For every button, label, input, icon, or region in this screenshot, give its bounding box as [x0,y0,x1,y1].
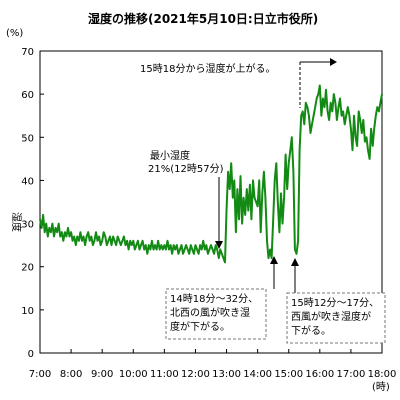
rise-arrow-head [330,58,337,66]
box1-arrow-head [270,256,278,264]
x-tick-label: 10:00 [119,369,148,380]
x-tick-label: 8:00 [60,369,82,380]
x-tick-label: 14:00 [243,369,272,380]
x-tick-label: 12:00 [181,369,210,380]
x-tick-label: 17:00 [336,369,365,380]
y-tick-label: 70 [21,47,34,58]
min-arrow-head [215,241,223,249]
box2-arrow-head [291,258,299,266]
rise-annotation: 15時18分から湿度が上がる。 [140,62,275,75]
box2-line1: 15時12分～17分、 [291,297,379,309]
x-tick-label: 18:00 [368,369,397,380]
min-annotation-line2: 21%(12時57分) [148,163,224,175]
annotation-box-2 [286,292,386,344]
plot-frame [39,50,383,354]
x-tick-label: 13:00 [212,369,241,380]
x-tick-label: 7:00 [29,369,51,380]
y-ticks: 0 10 20 30 40 50 60 70 [21,47,44,360]
box1-line2: 北西の風が吹き湿 [170,306,250,319]
y-tick-label: 20 [21,263,34,274]
y-axis-label: 湿度 [10,212,23,232]
y-tick-label: 0 [28,349,34,360]
annotation-box-1 [165,288,267,340]
y-tick-label: 60 [21,90,34,101]
x-tick-label: 15:00 [274,369,303,380]
x-tick-label: 9:00 [91,369,113,380]
box2-line3: 下がる。 [291,324,331,337]
box2-line2: 西風が吹き湿度が [291,310,371,323]
box1-line1: 14時18分～32分、 [170,293,258,305]
y-tick-label: 10 [21,306,34,317]
y-tick-label: 50 [21,133,34,144]
y-tick-label: 30 [21,220,34,231]
x-tick-label: 16:00 [305,369,334,380]
x-ticks: 7:00 8:00 9:00 10:00 11:00 12:00 13:00 14:00 15:… [29,349,397,380]
y-tick-label: 40 [21,176,34,187]
min-annotation-line1: 最小湿度 [150,149,190,162]
y-unit: (%) [6,28,23,39]
box1-line3: 度が下がる。 [170,320,230,333]
chart-title: 湿度の推移(2021年5月10日:日立市役所) [88,11,318,26]
x-tick-label: 11:00 [150,369,179,380]
humidity-line [39,84,383,264]
x-unit: (時) [372,381,390,393]
